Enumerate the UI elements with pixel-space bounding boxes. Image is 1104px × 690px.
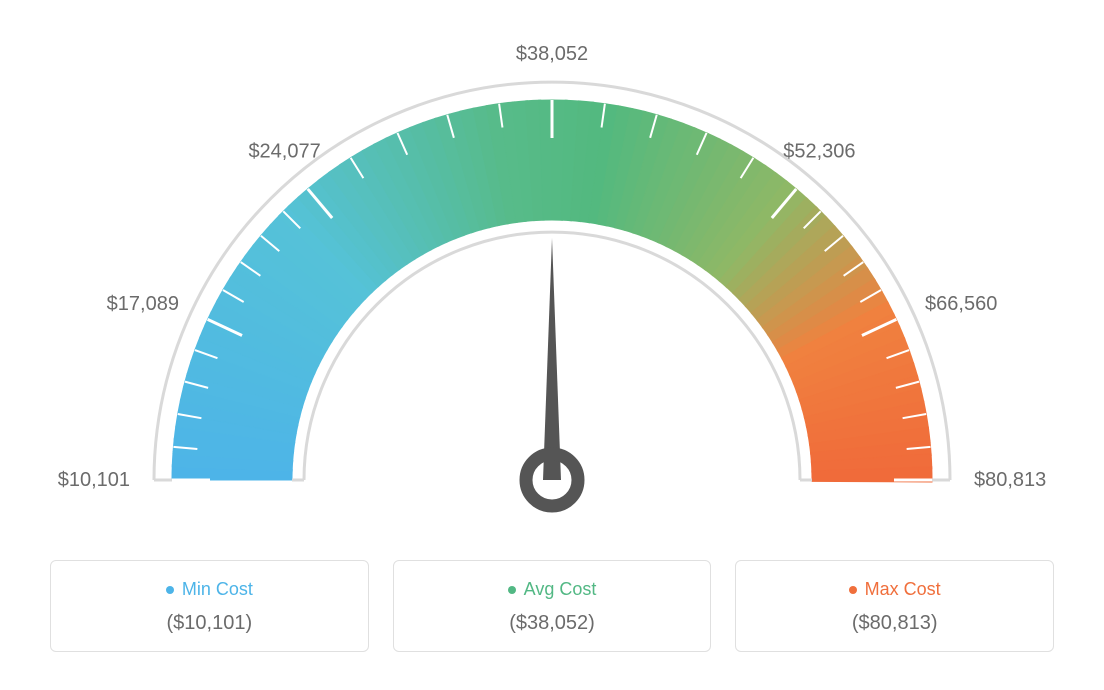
legend-dot-icon [849, 586, 857, 594]
legend-card: Max Cost ($80,813) [735, 560, 1054, 652]
gauge-tick-label: $10,101 [58, 469, 130, 491]
gauge-needle [543, 238, 561, 480]
legend-value: ($10,101) [63, 612, 356, 635]
legend-label-text: Avg Cost [524, 579, 597, 600]
legend-card: Avg Cost ($38,052) [393, 560, 712, 652]
legend-label: Max Cost [748, 579, 1041, 600]
gauge-tick-label: $66,560 [925, 293, 997, 315]
legend-label-text: Min Cost [182, 579, 253, 600]
gauge-svg: $10,101 $17,089 $24,077 $38,052 $52,306 $66,5… [20, 20, 1084, 540]
legend-value: ($80,813) [748, 612, 1041, 635]
gauge-tick-label: $52,306 [783, 140, 855, 162]
legend-card: Min Cost ($10,101) [50, 560, 369, 652]
legend-dot-icon [508, 586, 516, 594]
gauge-tick-label: $38,052 [516, 43, 588, 65]
legend-value: ($38,052) [406, 612, 699, 635]
gauge-tick-label: $17,089 [107, 293, 179, 315]
legend-label: Min Cost [63, 579, 356, 600]
gauge-tick-label: $80,813 [974, 469, 1046, 491]
legend-label: Avg Cost [406, 579, 699, 600]
legend-label-text: Max Cost [865, 579, 941, 600]
legend-row: Min Cost ($10,101) Avg Cost ($38,052) Max Co… [20, 560, 1084, 652]
legend-dot-icon [166, 586, 174, 594]
gauge-tick-label: $24,077 [248, 140, 320, 162]
gauge-chart: $10,101 $17,089 $24,077 $38,052 $52,306 $66,5… [20, 20, 1084, 652]
